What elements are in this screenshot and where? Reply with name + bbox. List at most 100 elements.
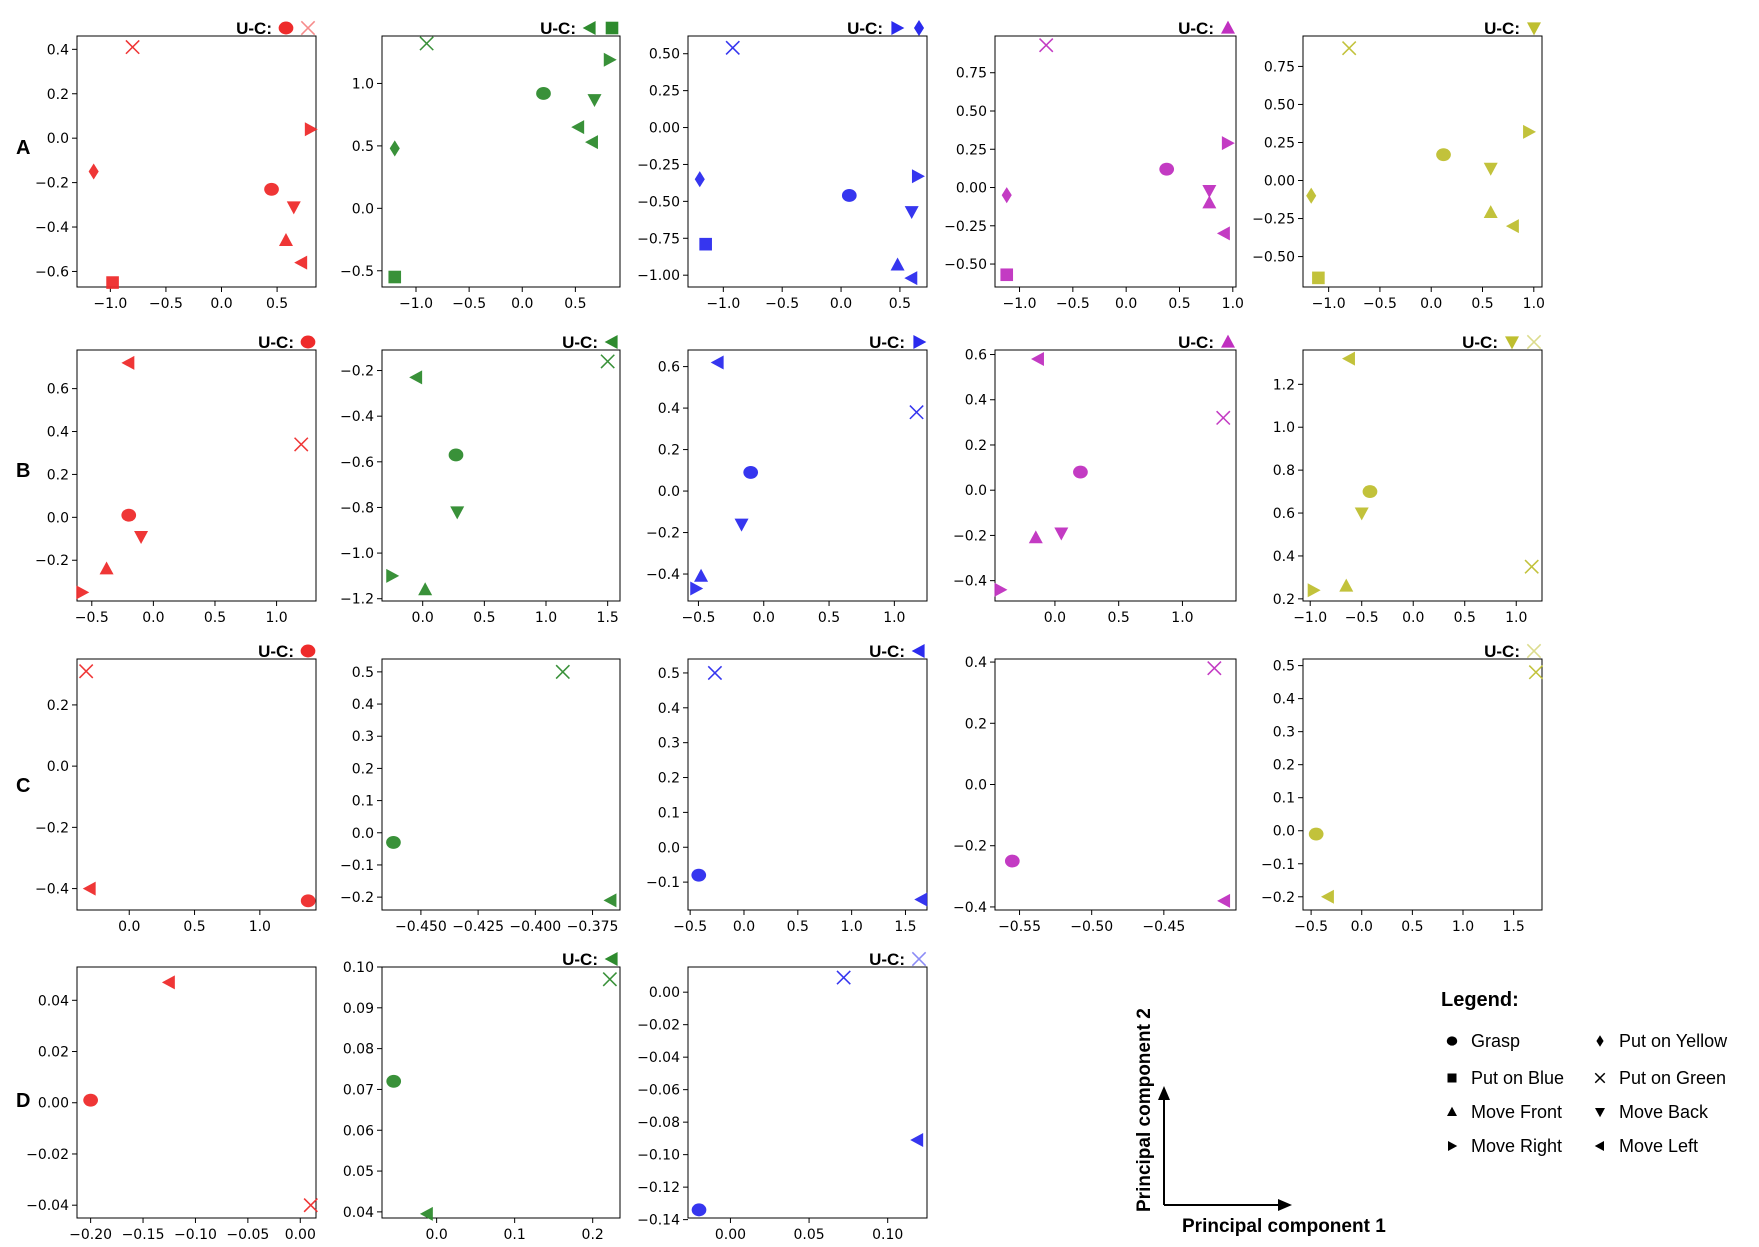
y-tick-label: 0.4 xyxy=(1273,692,1295,708)
y-tick-label: −0.2 xyxy=(1261,890,1295,906)
y-tick-label: 0.08 xyxy=(343,1042,374,1058)
x-tick-label: 1.5 xyxy=(894,919,916,935)
point-move-right xyxy=(911,169,925,184)
point-move-left xyxy=(585,135,598,150)
x-tick-label: 0.0 xyxy=(1420,296,1442,312)
x-tick-label: 0.0 xyxy=(142,610,164,626)
y-tick-label: 0.09 xyxy=(343,1001,374,1017)
x-tick-label: −0.5 xyxy=(673,919,707,935)
point-move-left xyxy=(603,893,617,908)
legend-item-move-right: Move Right xyxy=(1448,1136,1562,1156)
uc-label: U-C: xyxy=(236,19,272,38)
point-put-on-green xyxy=(836,970,851,985)
point-put-on-green xyxy=(555,664,570,680)
x-tick-label: −0.10 xyxy=(174,1227,217,1243)
point-put-on-blue xyxy=(388,270,402,284)
y-tick-label: −0.8 xyxy=(340,500,374,516)
row-label-b: B xyxy=(16,460,30,482)
x-tick-label: 0.2 xyxy=(582,1227,604,1243)
x-tick-label: −0.20 xyxy=(69,1227,112,1243)
panel-c5: −0.5 0.0 0.5 1.0 1.5 −0.2 −0.1 0.0 0.1 0.2 0.3 0.4 0… xyxy=(1261,642,1544,935)
legend-marker-triangle-left-icon xyxy=(1594,1141,1604,1151)
panel-c3: −0.5 0.0 0.5 1.0 1.5 −0.1 0.0 0.1 0.2 0.3 0.4 0.5 U-… xyxy=(646,642,928,935)
y-tick-label: 0.8 xyxy=(1273,463,1295,479)
x-tick-label: 0.5 xyxy=(204,610,226,626)
y-tick-label: 0.0 xyxy=(352,201,374,217)
point-move-left xyxy=(571,120,585,135)
point-put-on-green xyxy=(602,972,618,987)
point-grasp xyxy=(264,182,279,196)
point-move-left xyxy=(914,892,928,907)
plot-frame xyxy=(76,349,317,602)
point-put-on-blue xyxy=(1000,268,1014,282)
y-tick-label: 0.0 xyxy=(352,826,374,842)
y-tick-label: 0.2 xyxy=(47,87,69,103)
y-tick-label: −1.00 xyxy=(637,268,680,284)
unseen-class-label: U-C: xyxy=(258,642,316,661)
legend-item-label: Move Back xyxy=(1619,1102,1709,1122)
y-tick-label: 0.02 xyxy=(38,1045,69,1061)
y-tick-label: −0.4 xyxy=(35,882,69,898)
y-tick-label: 0.4 xyxy=(47,425,69,441)
x-tick-label: 1.0 xyxy=(249,919,271,935)
plot-frame xyxy=(381,966,621,1219)
point-move-front xyxy=(99,561,114,575)
uc-marker-move-back xyxy=(1505,336,1519,350)
legend-item-put-on-green: Put on Green xyxy=(1594,1068,1726,1088)
point-move-left xyxy=(121,355,135,370)
x-tick-label: −0.5 xyxy=(1345,610,1379,626)
point-move-front xyxy=(278,233,293,246)
y-tick-label: −0.04 xyxy=(637,1050,680,1066)
point-move-right xyxy=(1523,124,1537,139)
x-tick-label: 0.0 xyxy=(118,919,140,935)
x-tick-label: −0.450 xyxy=(395,919,447,935)
y-tick-label: 0.10 xyxy=(343,960,374,976)
y-tick-label: 0.6 xyxy=(658,360,680,376)
x-tick-label: 1.0 xyxy=(1452,919,1474,935)
x-tick-label: 1.0 xyxy=(883,610,905,626)
y-tick-label: 0.0 xyxy=(47,510,69,526)
y-tick-label: −0.2 xyxy=(35,820,69,836)
legend-title: Legend: xyxy=(1441,989,1519,1011)
y-tick-label: −0.02 xyxy=(637,1018,680,1034)
uc-label: U-C: xyxy=(258,333,294,352)
y-tick-label: 0.50 xyxy=(956,104,987,120)
y-tick-label: −0.4 xyxy=(646,567,680,583)
pc1-label: Principal component 1 xyxy=(1182,1216,1386,1237)
point-move-front xyxy=(418,582,433,596)
row-label-d: D xyxy=(16,1090,30,1112)
x-tick-label: 0.5 xyxy=(564,296,586,312)
uc-marker-move-right xyxy=(891,21,905,35)
uc-label: U-C: xyxy=(562,333,598,352)
uc-marker-move-back xyxy=(1527,22,1541,36)
point-grasp xyxy=(1073,465,1088,479)
uc-marker-move-left xyxy=(582,21,596,35)
x-tick-label: 0.5 xyxy=(1401,919,1423,935)
y-tick-label: 0.2 xyxy=(1273,592,1295,608)
point-grasp xyxy=(691,868,707,882)
y-tick-label: −0.6 xyxy=(35,264,69,280)
unseen-class-label: U-C: xyxy=(847,19,925,38)
point-move-left xyxy=(904,271,918,286)
point-put-on-green xyxy=(303,1197,318,1213)
panel-a2: −1.0 −0.5 0.0 0.5 −0.5 0.0 0.5 1.0 U-C: xyxy=(340,19,621,312)
plot-frame xyxy=(381,35,621,288)
uc-marker-move-front xyxy=(1221,20,1235,34)
y-tick-label: 0.75 xyxy=(1264,59,1295,75)
uc-label: U-C: xyxy=(1178,19,1214,38)
point-move-left xyxy=(82,881,96,896)
y-tick-label: −0.50 xyxy=(1252,250,1295,266)
panel-c4: −0.55 −0.50 −0.45 −0.4 −0.2 0.0 0.2 0.4 xyxy=(953,655,1237,935)
plot-frame xyxy=(1302,35,1543,288)
y-tick-label: 0.4 xyxy=(658,401,680,417)
plot-frame xyxy=(1302,349,1543,602)
x-tick-label: 1.0 xyxy=(265,610,287,626)
x-tick-label: 0.5 xyxy=(473,610,495,626)
y-tick-label: −0.2 xyxy=(646,526,680,542)
y-tick-label: 0.00 xyxy=(956,181,987,197)
legend-item-label: Move Right xyxy=(1471,1136,1562,1156)
pc2-arrow-icon xyxy=(1158,1086,1170,1100)
x-tick-label: 0.5 xyxy=(1471,296,1493,312)
point-move-back xyxy=(286,201,301,215)
y-tick-label: −0.50 xyxy=(944,257,987,273)
